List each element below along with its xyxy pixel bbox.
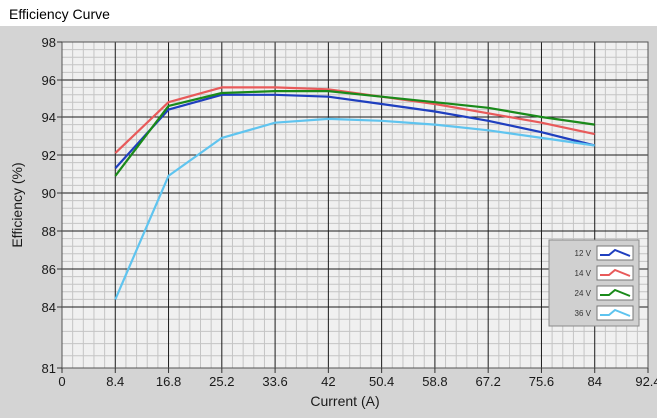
efficiency-chart: 0 8.4 16.8 25.2 33.6 42 50.4 58.8 67.2 75.6 84 92.4… bbox=[9, 35, 657, 409]
legend-label: 24 V bbox=[575, 289, 592, 298]
y-tick-label: 90 bbox=[42, 186, 56, 201]
x-tick-label: 50.4 bbox=[369, 374, 394, 389]
plot-frame bbox=[61, 41, 649, 369]
x-tick-label: 92.4 bbox=[635, 374, 657, 389]
legend-line-14v bbox=[600, 268, 631, 277]
x-tick-label: 33.6 bbox=[262, 374, 287, 389]
y-axis-title: Efficiency (%) bbox=[9, 162, 25, 247]
x-tick-label: 75.6 bbox=[529, 374, 554, 389]
legend-swatch bbox=[596, 245, 634, 261]
legend-swatch bbox=[596, 305, 634, 321]
x-tick-label: 25.2 bbox=[209, 374, 234, 389]
x-tick-label: 42 bbox=[321, 374, 335, 389]
window-title: Efficiency Curve bbox=[9, 6, 110, 22]
y-tick-label: 98 bbox=[42, 35, 56, 50]
y-tick-label: 84 bbox=[42, 300, 56, 315]
x-tick-label: 67.2 bbox=[476, 374, 501, 389]
legend-label: 14 V bbox=[575, 269, 592, 278]
y-tick-label: 94 bbox=[42, 110, 56, 125]
series-line-24v bbox=[114, 89, 595, 177]
y-tick-label: 88 bbox=[42, 224, 56, 239]
series-line-36v bbox=[114, 117, 595, 300]
legend-line-24v bbox=[600, 288, 631, 297]
series-line-12v bbox=[114, 93, 595, 170]
legend-line-36v bbox=[600, 308, 631, 317]
y-tick-label: 81 bbox=[42, 361, 56, 376]
legend-swatch bbox=[596, 285, 634, 301]
x-tick-label: 84 bbox=[587, 374, 601, 389]
y-tick-label: 96 bbox=[42, 73, 56, 88]
chart-panel: 0 8.4 16.8 25.2 33.6 42 50.4 58.8 67.2 75.6 84 92.4… bbox=[0, 26, 657, 418]
legend-line-12v bbox=[600, 248, 631, 257]
legend-label: 12 V bbox=[575, 249, 592, 258]
y-tick-label: 86 bbox=[42, 262, 56, 277]
legend-label: 36 V bbox=[575, 309, 592, 318]
x-tick-label: 0 bbox=[58, 374, 65, 389]
x-axis-title: Current (A) bbox=[310, 393, 379, 409]
y-tick-label: 92 bbox=[42, 148, 56, 163]
x-tick-label: 16.8 bbox=[156, 374, 181, 389]
x-tick-label: 58.8 bbox=[422, 374, 447, 389]
x-tick-label: 8.4 bbox=[106, 374, 124, 389]
legend-swatch bbox=[596, 265, 634, 281]
